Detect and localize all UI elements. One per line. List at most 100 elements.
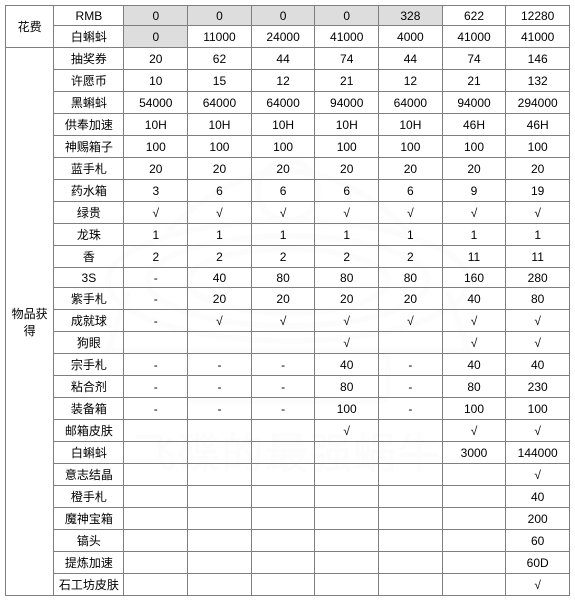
data-cell: 4000	[379, 26, 443, 48]
data-cell: 20	[379, 288, 443, 310]
data-cell: 15	[188, 70, 252, 92]
data-cell	[124, 420, 188, 442]
data-cell: 100	[315, 136, 379, 158]
data-cell	[315, 464, 379, 486]
data-cell	[188, 508, 252, 530]
data-cell: 20	[188, 288, 252, 310]
data-cell: 46H	[442, 114, 506, 136]
data-cell: 100	[442, 136, 506, 158]
data-cell	[251, 486, 315, 508]
row-item: 白蝌蚪	[54, 26, 124, 48]
row-item: 龙珠	[54, 224, 124, 246]
data-cell: 100	[315, 398, 379, 420]
data-cell: 20	[251, 288, 315, 310]
data-cell: -	[251, 398, 315, 420]
data-cell	[315, 552, 379, 574]
data-cell: 40	[506, 354, 570, 376]
data-cell: -	[124, 376, 188, 398]
data-cell	[251, 530, 315, 552]
data-cell: √	[315, 332, 379, 354]
data-cell: 60	[506, 530, 570, 552]
section-label-cost: 花费	[6, 6, 54, 48]
data-cell: 74	[442, 48, 506, 70]
data-cell: 132	[506, 70, 570, 92]
data-cell: 40	[442, 288, 506, 310]
data-cell: 41000	[506, 26, 570, 48]
data-cell: 11	[506, 246, 570, 268]
data-cell: 62	[188, 48, 252, 70]
data-cell: √	[188, 310, 252, 332]
data-cell: 9	[442, 180, 506, 202]
data-cell: 60D	[506, 552, 570, 574]
row-item: 宗手札	[54, 354, 124, 376]
row-item: 魔神宝箱	[54, 508, 124, 530]
data-cell: √	[506, 420, 570, 442]
data-cell: 2	[188, 246, 252, 268]
data-cell: √	[251, 310, 315, 332]
data-cell: -	[379, 398, 443, 420]
data-cell	[379, 552, 443, 574]
data-cell: √	[506, 202, 570, 224]
data-cell	[188, 530, 252, 552]
data-cell: √	[442, 310, 506, 332]
data-cell: 20	[315, 158, 379, 180]
data-cell: 41000	[442, 26, 506, 48]
header-col: 0	[315, 6, 379, 26]
data-cell: 41000	[315, 26, 379, 48]
header-col: 622	[442, 6, 506, 26]
data-cell: 1	[315, 224, 379, 246]
data-cell: 11	[442, 246, 506, 268]
data-cell: √	[315, 420, 379, 442]
row-item: 绿贵	[54, 202, 124, 224]
data-cell: 146	[506, 48, 570, 70]
data-cell	[188, 464, 252, 486]
data-cell: 54000	[124, 92, 188, 114]
data-cell: -	[124, 398, 188, 420]
row-item: 3S	[54, 268, 124, 288]
data-cell: 1	[251, 224, 315, 246]
data-cell	[124, 530, 188, 552]
data-cell: 2	[124, 246, 188, 268]
row-item: 意志结晶	[54, 464, 124, 486]
data-cell	[188, 420, 252, 442]
data-cell: 20	[442, 158, 506, 180]
data-cell: 294000	[506, 92, 570, 114]
data-cell: 24000	[251, 26, 315, 48]
data-cell: 100	[379, 136, 443, 158]
data-cell: 44	[379, 48, 443, 70]
data-cell: 1	[506, 224, 570, 246]
data-cell	[251, 464, 315, 486]
data-cell: 80	[442, 376, 506, 398]
row-item: 紫手札	[54, 288, 124, 310]
data-cell	[315, 574, 379, 596]
data-cell: 10H	[251, 114, 315, 136]
data-cell: √	[379, 310, 443, 332]
data-cell: 144000	[506, 442, 570, 464]
data-cell: 6	[188, 180, 252, 202]
row-item: 提炼加速	[54, 552, 124, 574]
data-cell: 6	[315, 180, 379, 202]
data-cell: 160	[442, 268, 506, 288]
data-cell: 230	[506, 376, 570, 398]
row-item: 许愿币	[54, 70, 124, 92]
data-cell: -	[379, 354, 443, 376]
data-cell	[124, 464, 188, 486]
data-cell: 100	[251, 136, 315, 158]
data-cell: 64000	[188, 92, 252, 114]
data-cell: 80	[251, 268, 315, 288]
data-cell: 80	[315, 268, 379, 288]
data-cell	[315, 530, 379, 552]
data-cell: 100	[506, 398, 570, 420]
header-col: 0	[124, 6, 188, 26]
row-item: 成就球	[54, 310, 124, 332]
section-label-items: 物品获得	[6, 48, 54, 596]
row-item: 神赐箱子	[54, 136, 124, 158]
data-cell: -	[124, 310, 188, 332]
data-cell: √	[315, 310, 379, 332]
row-item: 白蝌蚪	[54, 442, 124, 464]
data-cell: √	[442, 332, 506, 354]
row-item: 粘合剂	[54, 376, 124, 398]
row-item: 橙手札	[54, 486, 124, 508]
data-cell: 200	[506, 508, 570, 530]
data-cell: -	[188, 354, 252, 376]
